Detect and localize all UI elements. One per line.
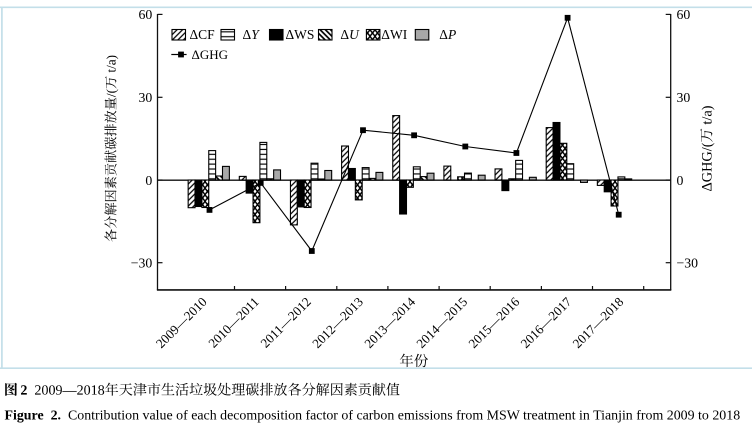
svg-text:ΔP: ΔP bbox=[439, 27, 456, 42]
svg-text:30: 30 bbox=[139, 90, 153, 105]
svg-text:−30: −30 bbox=[131, 256, 153, 271]
svg-text:ΔWS: ΔWS bbox=[286, 27, 315, 42]
svg-text:ΔGHG: ΔGHG bbox=[192, 47, 229, 62]
svg-text:ΔWI: ΔWI bbox=[381, 27, 407, 42]
svg-text:0: 0 bbox=[145, 173, 152, 188]
svg-text:−30: −30 bbox=[677, 256, 699, 271]
svg-text:0: 0 bbox=[677, 173, 684, 188]
svg-text:60: 60 bbox=[677, 7, 691, 22]
svg-text:60: 60 bbox=[139, 7, 153, 22]
svg-text:ΔY: ΔY bbox=[243, 27, 261, 42]
svg-text:30: 30 bbox=[677, 90, 691, 105]
svg-text:Figure 2. Contribution value: Figure 2. Contribution value of each dec… bbox=[5, 409, 741, 424]
svg-text:ΔCF: ΔCF bbox=[190, 27, 216, 42]
svg-text:ΔU: ΔU bbox=[340, 27, 360, 42]
